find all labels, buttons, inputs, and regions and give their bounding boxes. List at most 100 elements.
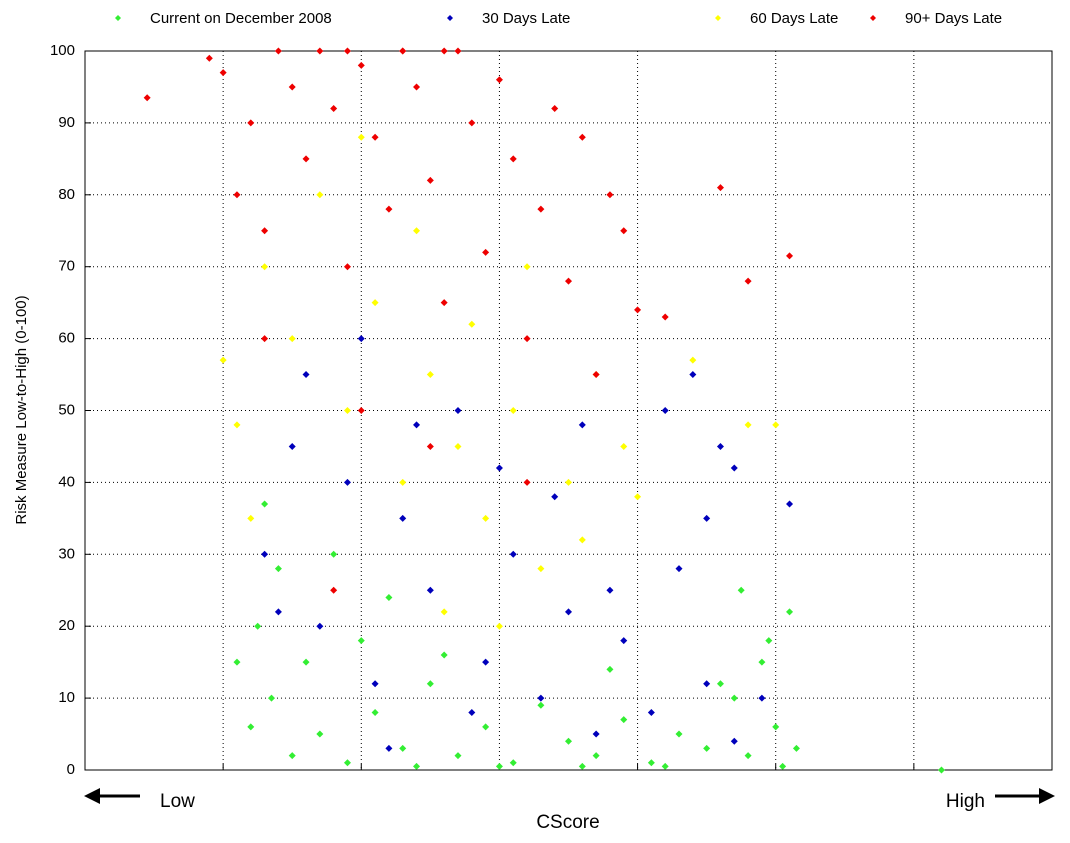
scatter-point [551, 493, 559, 501]
y-tick-label: 40 [58, 473, 75, 490]
scatter-point [261, 263, 269, 271]
scatter-point [537, 694, 545, 702]
scatter-point [578, 762, 586, 770]
scatter-point [716, 680, 724, 688]
y-tick-label: 50 [58, 401, 75, 418]
legend-marker [870, 15, 876, 21]
scatter-point [385, 593, 393, 601]
scatter-point [758, 694, 766, 702]
scatter-point [744, 752, 752, 760]
scatter-point [371, 708, 379, 716]
scatter-point [426, 442, 434, 450]
scatter-point [399, 478, 407, 486]
scatter-point [357, 335, 365, 343]
scatter-point [399, 514, 407, 522]
high-annotation: High [946, 791, 985, 812]
scatter-point [261, 335, 269, 343]
scatter-point [413, 227, 421, 235]
scatter-point [730, 737, 738, 745]
legend-label: 30 Days Late [482, 10, 570, 27]
scatter-point [509, 759, 517, 767]
scatter-point [716, 442, 724, 450]
scatter-point [247, 723, 255, 731]
scatter-point [565, 478, 572, 486]
scatter-point [343, 478, 351, 486]
scatter-point [316, 47, 324, 55]
scatter-point [385, 205, 393, 213]
plot-frame [84, 50, 1053, 771]
scatter-point [413, 83, 421, 91]
scatter-point [371, 133, 379, 141]
scatter-point [537, 205, 545, 213]
legend-label: 60 Days Late [750, 10, 838, 27]
scatter-point [716, 184, 724, 192]
scatter-point [343, 47, 351, 55]
scatter-point [744, 421, 752, 429]
scatter-point [219, 356, 227, 364]
scatter-point [565, 737, 572, 745]
low-annotation: Low [160, 791, 195, 812]
legend-marker [447, 15, 453, 21]
scatter-point [647, 759, 655, 767]
scatter-point [426, 176, 434, 184]
scatter-point [620, 227, 628, 235]
scatter-point [288, 442, 296, 450]
scatter-point [274, 608, 282, 616]
scatter-point [288, 83, 296, 91]
scatter-point [592, 752, 600, 760]
legend-label: 90+ Days Late [905, 10, 1002, 27]
scatter-point [288, 335, 296, 343]
scatter-point [565, 608, 572, 616]
scatter-point [779, 762, 787, 770]
scatter-point [247, 119, 255, 127]
scatter-point [620, 637, 628, 645]
scatter-point [343, 407, 351, 414]
scatter-point [426, 371, 434, 379]
scatter-point [454, 752, 462, 760]
scatter-point [592, 371, 600, 379]
scatter-point [274, 565, 282, 573]
scatter-point [468, 708, 476, 716]
scatter-point [343, 263, 351, 271]
scatter-point [440, 299, 448, 307]
y-tick-label: 60 [58, 330, 75, 347]
scatter-point [509, 407, 517, 414]
scatter-point [302, 658, 310, 666]
scatter-point [786, 252, 794, 260]
scatter-point [316, 191, 324, 199]
scatter-point [330, 105, 338, 113]
scatter-point [730, 694, 738, 702]
scatter-point [495, 464, 503, 472]
legend-label: Current on December 2008 [150, 10, 332, 27]
scatter-point [261, 500, 269, 508]
scatter-point [765, 637, 773, 645]
scatter-point [689, 356, 697, 364]
legend-marker [115, 15, 121, 21]
scatter-point [468, 119, 476, 127]
scatter-point [468, 320, 476, 328]
scatter-point [343, 759, 351, 767]
scatter-point [792, 744, 800, 752]
scatter-point [330, 550, 338, 558]
scatter-point [620, 442, 628, 450]
scatter-point [426, 586, 434, 594]
scatter-point [661, 313, 669, 321]
scatter-point [233, 421, 241, 429]
scatter-point [509, 550, 517, 558]
scatter-point [758, 658, 766, 666]
scatter-point [565, 277, 572, 285]
scatter-point [261, 227, 269, 235]
scatter-point [523, 335, 531, 343]
scatter-point [786, 608, 794, 616]
scatter-point [786, 500, 794, 508]
scatter-point [302, 371, 310, 379]
y-tick-label: 20 [58, 617, 75, 634]
scatter-point [233, 658, 241, 666]
scatter-point [254, 622, 262, 630]
scatter-point [302, 155, 310, 163]
x-axis-label: CScore [536, 812, 599, 833]
scatter-point [675, 730, 683, 738]
low-arrow [84, 788, 140, 804]
